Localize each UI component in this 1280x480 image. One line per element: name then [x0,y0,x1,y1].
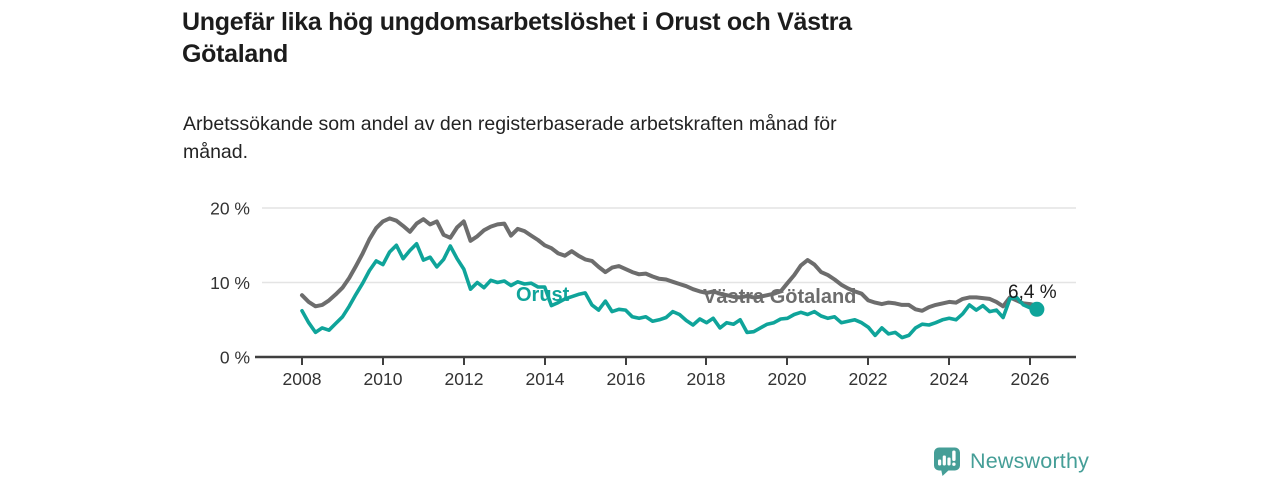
x-tick-label: 2008 [283,369,322,389]
x-tick-label: 2012 [445,369,484,389]
x-tick-label: 2024 [930,369,969,389]
chart-subtitle-line-2: månad. [183,141,249,163]
x-tick-labels: 2008 2010 2012 2014 2016 2018 2020 2022 … [283,369,1050,389]
orust-line [300,242,1039,340]
newsworthy-logo[interactable]: Newsworthy [933,444,1089,478]
chart-title-line-1: Ungefär lika hög ungdomsarbetslöshet i O… [182,8,852,36]
x-tick-label: 2016 [607,369,646,389]
chart-title: Ungefär lika hög ungdomsarbetslöshet i O… [182,6,852,70]
newsworthy-logo-text: Newsworthy [970,448,1090,473]
chart-subtitle: Arbetssökande som andel av den registerb… [183,110,837,166]
x-tick-label: 2020 [768,369,807,389]
x-tick-label: 2022 [849,369,888,389]
chart-title-line-2: Götaland [182,40,288,68]
x-tick-label: 2026 [1011,369,1050,389]
x-tick-label: 2018 [687,369,726,389]
x-tick-label: 2010 [364,369,403,389]
y-tick-label-0: 0 % [220,348,250,368]
chart-subtitle-line-1: Arbetssökande som andel av den registerb… [183,113,837,135]
orust-endpoint-dot [1029,301,1045,317]
newsworthy-logo-icon [934,447,960,476]
x-tick-label: 2014 [526,369,565,389]
vastra-gotaland-series-label: Västra Götaland [703,286,856,308]
orust-series-label: Orust [516,284,570,306]
y-tick-label-10: 10 % [210,273,250,293]
vastra-gotaland-line [300,216,1039,313]
x-tick-marks [301,357,1031,365]
y-tick-label-20: 20 % [210,199,250,219]
endpoint-value-label: 6,4 % [1008,282,1057,303]
